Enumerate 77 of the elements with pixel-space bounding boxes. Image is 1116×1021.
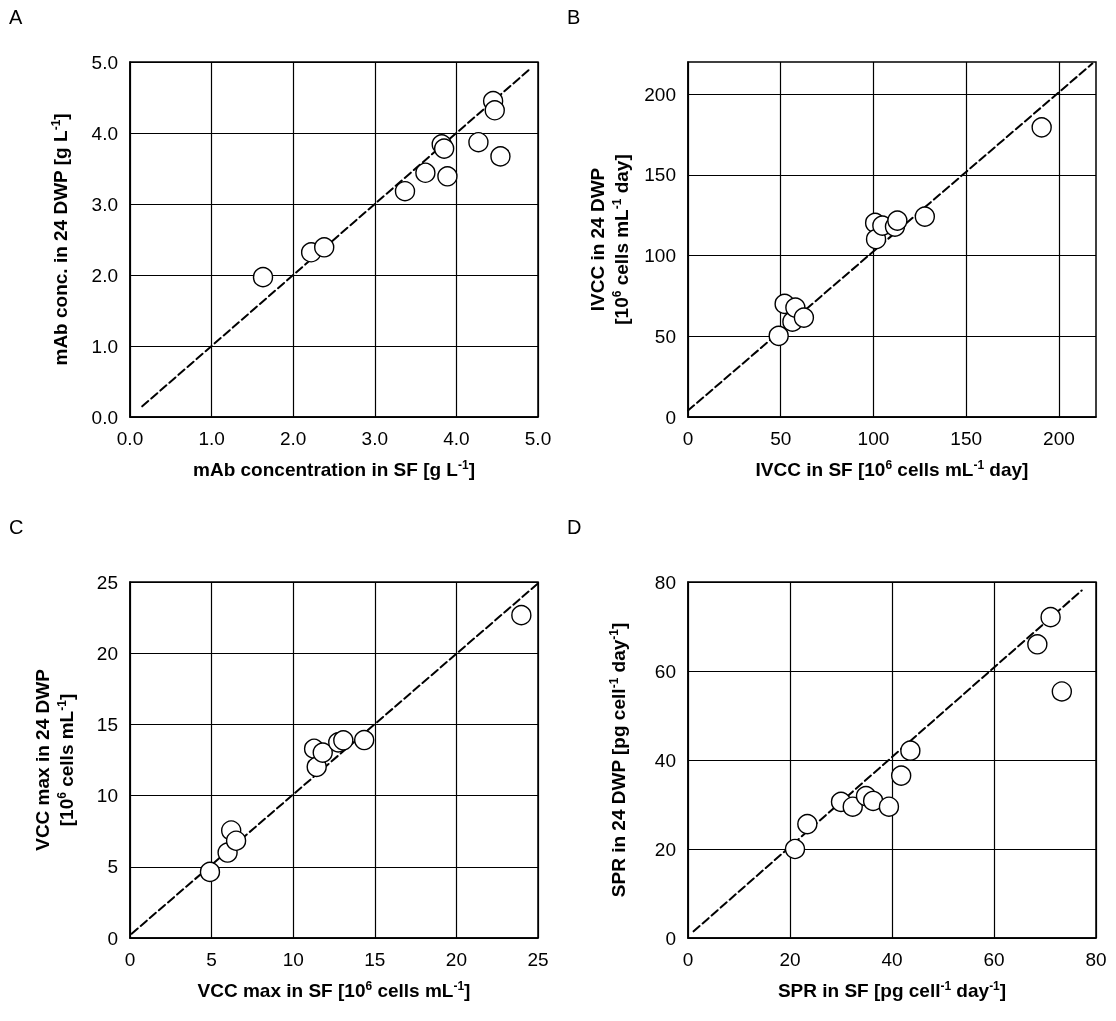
point bbox=[793, 307, 815, 328]
x-tick-label: 0 bbox=[124, 949, 136, 970]
point bbox=[511, 604, 532, 626]
y-tick-label: 4.0 bbox=[91, 122, 118, 144]
point bbox=[1051, 681, 1073, 702]
point bbox=[1040, 606, 1061, 628]
point bbox=[797, 813, 818, 835]
y-tick-label: 200 bbox=[644, 83, 676, 105]
point bbox=[490, 146, 511, 167]
point bbox=[1027, 634, 1048, 655]
point bbox=[314, 237, 335, 258]
x-tick-label: 10 bbox=[282, 949, 304, 970]
y-tick-label: 5.0 bbox=[91, 51, 118, 73]
x-tick-label: 20 bbox=[779, 949, 801, 970]
point bbox=[842, 796, 863, 817]
point bbox=[354, 729, 375, 751]
y-axis-title: mAb conc. in 24 DWP [g L-1] bbox=[48, 113, 71, 366]
point bbox=[862, 790, 884, 812]
y-tick-label: 2.0 bbox=[91, 264, 118, 286]
x-tick-label: 2.0 bbox=[279, 428, 307, 449]
y-tick-label: 10 bbox=[96, 785, 118, 807]
point bbox=[878, 796, 900, 817]
point bbox=[199, 861, 221, 883]
y-tick-label: 0.0 bbox=[91, 406, 118, 428]
x-tick-label: 200 bbox=[1043, 428, 1075, 449]
point bbox=[887, 210, 908, 231]
y-tick-label: 150 bbox=[644, 164, 676, 186]
point bbox=[437, 166, 458, 187]
y-tick-label: 40 bbox=[654, 749, 676, 771]
x-tick-label: 40 bbox=[881, 949, 903, 970]
y-tick-label: 25 bbox=[96, 571, 118, 593]
y-tick-label: 20 bbox=[654, 838, 676, 860]
x-tick-label: 5.0 bbox=[524, 428, 552, 449]
x-tick-label: 4.0 bbox=[443, 428, 470, 449]
point bbox=[784, 838, 806, 860]
chart-title: D bbox=[567, 516, 582, 538]
x-tick-label: 60 bbox=[983, 949, 1005, 970]
chart-title: B bbox=[567, 6, 581, 28]
y-tick-label: 1.0 bbox=[91, 335, 118, 357]
point bbox=[252, 266, 274, 288]
point bbox=[333, 730, 354, 751]
x-tick-label: 25 bbox=[527, 949, 549, 970]
y-tick-label: 60 bbox=[654, 660, 676, 682]
y-tick-label: 50 bbox=[654, 325, 676, 347]
point bbox=[468, 132, 489, 153]
point bbox=[415, 162, 436, 183]
y-tick-label: 5 bbox=[107, 856, 118, 878]
y-tick-label: 15 bbox=[96, 713, 118, 735]
x-tick-label: 5 bbox=[206, 949, 217, 970]
chart-title: C bbox=[9, 516, 24, 538]
x-tick-label: 15 bbox=[364, 949, 386, 970]
y-tick-label: 0 bbox=[107, 927, 118, 949]
y-tick-label: 3.0 bbox=[91, 193, 118, 215]
point bbox=[768, 325, 789, 347]
point bbox=[312, 742, 333, 763]
x-tick-label: 20 bbox=[445, 949, 467, 970]
x-tick-label: 80 bbox=[1085, 949, 1107, 970]
point bbox=[914, 206, 936, 227]
y-tick-label: 80 bbox=[654, 571, 676, 593]
y-tick-label: 20 bbox=[96, 642, 118, 664]
x-tick-label: 1.0 bbox=[198, 428, 225, 449]
y-tick-label: 0 bbox=[665, 927, 676, 949]
x-tick-label: 3.0 bbox=[361, 428, 389, 449]
point bbox=[1031, 117, 1052, 138]
x-tick-label: 150 bbox=[950, 428, 983, 449]
chart-title: A bbox=[9, 6, 23, 28]
x-tick-label: 0 bbox=[682, 428, 694, 449]
y-tick-label: 100 bbox=[644, 245, 676, 267]
y-tick-label: 0 bbox=[665, 406, 676, 428]
point bbox=[900, 740, 921, 761]
point bbox=[394, 181, 416, 202]
x-tick-label: 50 bbox=[770, 428, 792, 449]
point bbox=[484, 100, 505, 121]
x-tick-label: 0 bbox=[682, 949, 694, 970]
point bbox=[891, 765, 912, 786]
point bbox=[225, 830, 247, 851]
x-tick-label: 100 bbox=[857, 428, 890, 449]
